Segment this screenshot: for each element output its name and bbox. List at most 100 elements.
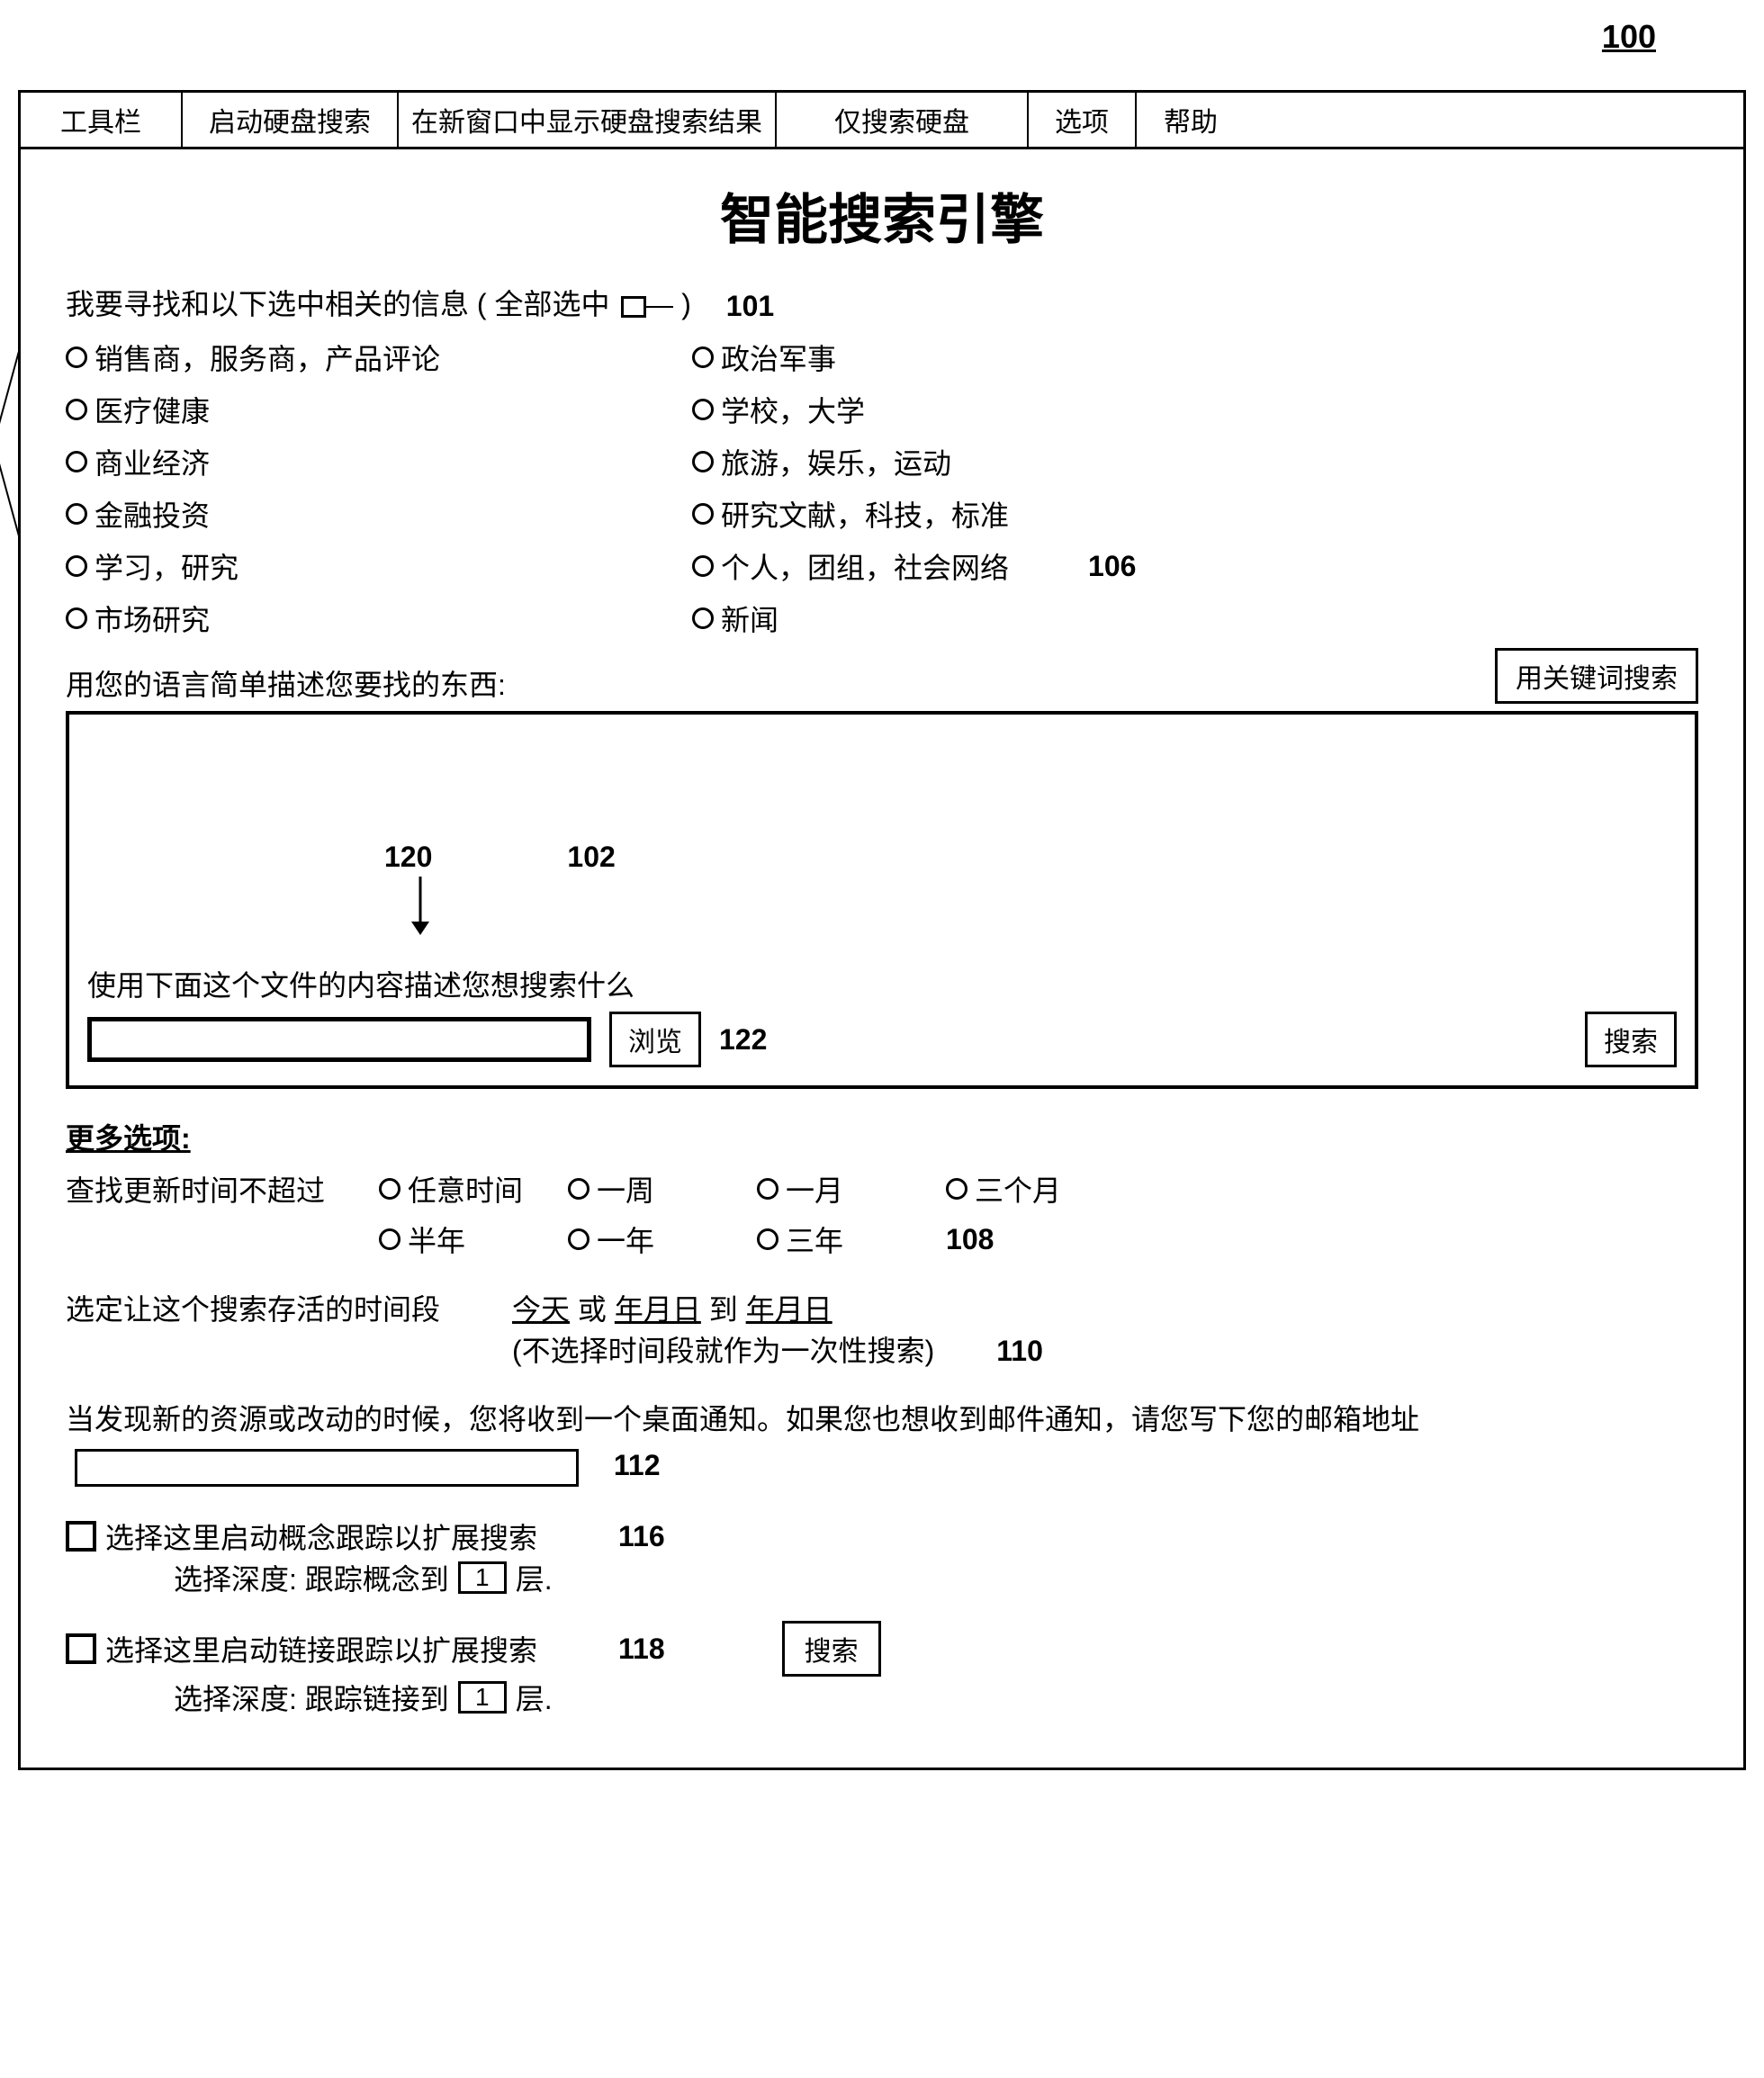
category-label: 研究文献，科技，标准 [721, 493, 1009, 535]
category-option[interactable]: 研究文献，科技，标准 [692, 493, 1136, 535]
time-option-label: 一月 [786, 1168, 843, 1210]
select-all-checkbox[interactable] [621, 296, 646, 318]
category-column-left: 销售商，服务商，产品评论 医疗健康 商业经济 金融投资 学习，研究 市场研究 [66, 337, 440, 639]
category-label: 销售商，服务商，产品评论 [94, 337, 440, 378]
time-option[interactable]: 任意时间 [379, 1168, 523, 1210]
link-track-block: 选择这里启动链接跟踪以扩展搜索 118 搜索 选择深度: 跟踪链接到 1 层. [66, 1621, 1698, 1718]
prompt-text-before: 我要寻找和以下选中相关的信息 ( 全部选中 [66, 288, 609, 320]
describe-row: 用您的语言简单描述您要找的东西: 用关键词搜索 [66, 648, 1698, 704]
radio-icon [66, 503, 87, 525]
time-option-label: 任意时间 [408, 1168, 523, 1210]
category-option[interactable]: 金融投资 [66, 493, 440, 535]
time-option[interactable]: 半年 [379, 1219, 523, 1260]
radio-icon [692, 555, 714, 577]
search-alive-row: 选定让这个搜索存活的时间段 今天 或 年月日 到 年月日 (不选择时间段就作为一… [66, 1287, 1698, 1370]
ref-116: 116 [618, 1520, 665, 1553]
category-option[interactable]: 商业经济 [66, 441, 440, 482]
notify-text: 当发现新的资源或改动的时候，您将收到一个桌面通知。如果您也想收到邮件通知，请您写… [66, 1403, 1419, 1435]
radio-icon [946, 1178, 968, 1200]
radio-icon [692, 607, 714, 629]
category-option[interactable]: 学校，大学 [692, 389, 1136, 430]
category-option[interactable]: 市场研究 [66, 598, 440, 639]
email-input[interactable] [75, 1449, 579, 1487]
category-label: 市场研究 [94, 598, 210, 639]
alive-date-from[interactable]: 年月日 [615, 1293, 701, 1326]
category-option[interactable]: 销售商，服务商，产品评论 [66, 337, 440, 378]
radio-icon [379, 1228, 400, 1250]
ref-118: 118 [618, 1633, 665, 1666]
browse-button[interactable]: 浏览 [609, 1012, 701, 1067]
radio-icon [692, 503, 714, 525]
describe-label: 用您的语言简单描述您要找的东西: [66, 662, 506, 704]
toolbar-search-disk-only[interactable]: 仅搜索硬盘 [777, 93, 1029, 147]
category-option[interactable]: 新闻 [692, 598, 1136, 639]
category-prompt: 我要寻找和以下选中相关的信息 ( 全部选中 ) 101 [66, 282, 1698, 323]
toolbar-options[interactable]: 选项 [1029, 93, 1137, 147]
category-option[interactable]: 医疗健康 [66, 389, 440, 430]
keyword-search-button[interactable]: 用关键词搜索 [1495, 648, 1698, 704]
ref-112: 112 [614, 1449, 661, 1481]
link-track-checkbox[interactable] [66, 1633, 96, 1664]
category-label: 商业经济 [94, 441, 210, 482]
category-label: 个人，团组，社会网络 [721, 545, 1009, 587]
ref-106: 106 [1088, 550, 1136, 583]
radio-icon [692, 346, 714, 368]
toolbar-show-results-new-window[interactable]: 在新窗口中显示硬盘搜索结果 [399, 93, 777, 147]
alive-today[interactable]: 今天 [512, 1293, 570, 1326]
alive-note: (不选择时间段就作为一次性搜索) [512, 1335, 934, 1367]
category-column-right: 政治军事 学校，大学 旅游，娱乐，运动 研究文献，科技，标准 个人，团组，社会网… [692, 337, 1136, 639]
category-label: 医疗健康 [94, 389, 210, 430]
radio-icon [568, 1178, 590, 1200]
content-area: 智能搜索引擎 我要寻找和以下选中相关的信息 ( 全部选中 ) 101 销售商，服… [21, 149, 1743, 1768]
time-option[interactable]: 一年 [568, 1219, 712, 1260]
page-title: 智能搜索引擎 [66, 176, 1698, 255]
time-option-label: 一周 [597, 1168, 654, 1210]
ref-110: 110 [996, 1335, 1043, 1367]
ref-108: 108 [946, 1219, 1090, 1260]
concept-track-checkbox[interactable] [66, 1521, 96, 1552]
radio-icon [757, 1228, 778, 1250]
more-options-label: 更多选项: [66, 1116, 1698, 1157]
category-option[interactable]: 旅游，娱乐，运动 [692, 441, 1136, 482]
concept-track-label: 选择这里启动概念跟踪以扩展搜索 [105, 1516, 537, 1557]
toolbar: 工具栏 启动硬盘搜索 在新窗口中显示硬盘搜索结果 仅搜索硬盘 选项 帮助 [21, 93, 1743, 149]
radio-icon [692, 451, 714, 472]
category-option[interactable]: 个人，团组，社会网络 106 [692, 545, 1136, 587]
link-depth-input[interactable]: 1 [458, 1681, 507, 1714]
figure-ref-100: 100 [1602, 18, 1656, 56]
update-time-row: 查找更新时间不超过 任意时间 一周 一月 三个月 半年 一年 三年 108 [66, 1168, 1698, 1260]
radio-icon [66, 607, 87, 629]
link-depth-label-after: 层. [516, 1677, 553, 1718]
toolbar-label: 工具栏 [21, 93, 183, 147]
search-button[interactable]: 搜索 [1585, 1012, 1677, 1067]
concept-depth-label-after: 层. [516, 1557, 553, 1598]
radio-icon [757, 1178, 778, 1200]
alive-dates: 今天 或 年月日 到 年月日 (不选择时间段就作为一次性搜索) 110 [512, 1287, 1043, 1370]
category-label: 金融投资 [94, 493, 210, 535]
arrow-down-icon [402, 877, 438, 940]
category-option[interactable]: 学习，研究 [66, 545, 440, 587]
file-input-row: 浏览 122 搜索 [87, 1012, 1677, 1067]
query-textarea-container[interactable]: 120 102 使用下面这个文件的内容描述您想搜索什么 浏览 122 搜索 [66, 711, 1698, 1089]
radio-icon [692, 399, 714, 420]
concept-depth-input[interactable]: 1 [458, 1561, 507, 1594]
file-path-input[interactable] [87, 1017, 591, 1062]
time-option[interactable]: 一周 [568, 1168, 712, 1210]
toolbar-help[interactable]: 帮助 [1137, 93, 1245, 147]
alive-date-to[interactable]: 年月日 [746, 1293, 832, 1326]
alive-to: 到 [709, 1293, 738, 1326]
ref-102: 102 [567, 841, 615, 874]
toolbar-start-disk-search[interactable]: 启动硬盘搜索 [183, 93, 399, 147]
time-option[interactable]: 三个月 [946, 1168, 1090, 1210]
ref-labels-120-102: 120 102 [384, 841, 616, 874]
ref-120: 120 [384, 841, 432, 874]
alive-label: 选定让这个搜索存活的时间段 [66, 1287, 440, 1328]
time-option[interactable]: 一月 [757, 1168, 901, 1210]
ref-104-connector [0, 345, 21, 543]
time-option[interactable]: 三年 [757, 1219, 901, 1260]
radio-icon [66, 555, 87, 577]
category-option[interactable]: 政治军事 [692, 337, 1136, 378]
bottom-search-button[interactable]: 搜索 [782, 1621, 881, 1677]
category-columns: 销售商，服务商，产品评论 医疗健康 商业经济 金融投资 学习，研究 市场研究 政… [66, 337, 1698, 639]
ref-101: 101 [726, 290, 774, 323]
